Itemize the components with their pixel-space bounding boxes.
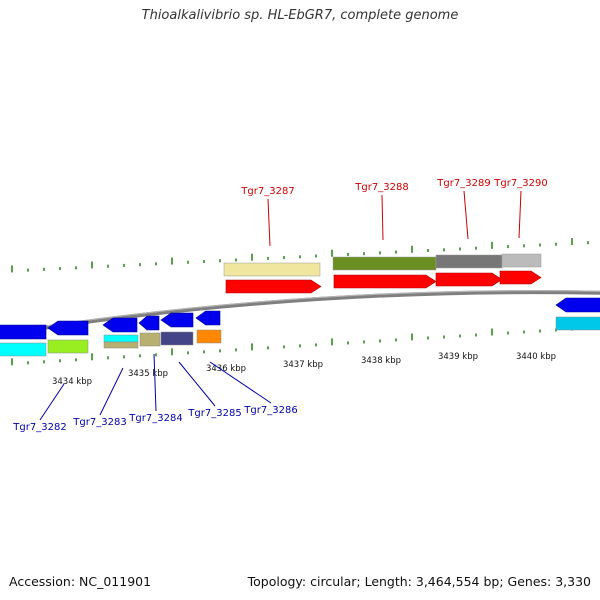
cog-bar <box>555 316 600 331</box>
cds-arrow-forward <box>499 270 542 285</box>
label-leader <box>153 353 157 412</box>
gene-label-forward: Tgr7_3288 <box>354 182 408 193</box>
cds-arrow-reverse <box>102 317 138 333</box>
cog-bar <box>103 341 139 349</box>
scale-labels: 3434 kbp 3435 kbp 3436 kbp 3437 kbp 3438 kbp… <box>52 352 556 387</box>
label-leader <box>518 190 522 239</box>
cog-bar <box>501 253 542 268</box>
label-leader <box>178 361 216 407</box>
scale-label: 3438 kbp <box>361 356 401 366</box>
scale-label: 3436 kbp <box>206 364 246 374</box>
cds-arrow-reverse <box>138 315 160 331</box>
label-leader <box>99 367 124 416</box>
scale-label: 3434 kbp <box>52 377 92 387</box>
cds-arrow-reverse <box>195 310 221 326</box>
cog-bar <box>160 331 194 346</box>
scale-label: 3435 kbp <box>128 369 168 379</box>
gene-label-reverse: Tgr7_3284 <box>128 413 182 424</box>
cog-bar <box>223 262 321 277</box>
cog-bar <box>103 334 139 343</box>
cds-arrow-reverse <box>0 324 47 340</box>
cog-bar <box>196 329 222 344</box>
accession-text: Accession: NC_011901 <box>9 574 152 589</box>
label-leader <box>209 361 272 404</box>
label-leader <box>381 194 384 241</box>
cds-arrow-reverse <box>555 297 600 313</box>
scale-label: 3437 kbp <box>283 360 323 370</box>
gene-label-reverse: Tgr7_3285 <box>187 408 241 419</box>
map-title: Thioalkalivibrio sp. HL-EbGR7, complete … <box>141 8 459 23</box>
label-leader <box>39 383 65 421</box>
cds-arrow-forward <box>333 274 437 289</box>
gene-label-forward: Tgr7_3287 <box>240 186 294 197</box>
gene-features <box>0 253 600 357</box>
cds-arrow-reverse <box>160 312 194 328</box>
gene-labels: Tgr7_3287 Tgr7_3288 Tgr7_3289 Tgr7_3290 Tgr7… <box>12 178 547 433</box>
cds-arrow-reverse <box>47 320 89 336</box>
cds-arrow-forward <box>225 279 322 294</box>
gene-label-reverse: Tgr7_3283 <box>72 417 126 428</box>
cog-bar <box>139 332 161 347</box>
cds-arrow-forward <box>435 272 503 287</box>
cog-bar <box>332 256 437 271</box>
tick-marks <box>11 237 589 366</box>
cog-bar <box>0 342 47 357</box>
cog-bar <box>47 339 89 354</box>
gene-label-forward: Tgr7_3290 <box>493 178 547 189</box>
gene-label-reverse: Tgr7_3282 <box>12 422 66 433</box>
topology-text: Topology: circular; Length: 3,464,554 bp… <box>247 574 591 589</box>
gene-label-forward: Tgr7_3289 <box>436 178 490 189</box>
scale-label: 3440 kbp <box>516 352 556 362</box>
gene-label-reverse: Tgr7_3286 <box>243 405 297 416</box>
label-leader <box>267 198 271 247</box>
scale-label: 3439 kbp <box>438 352 478 362</box>
label-leader <box>463 190 469 240</box>
genome-backbone-highlight <box>0 290 600 334</box>
cog-bar <box>435 254 503 269</box>
